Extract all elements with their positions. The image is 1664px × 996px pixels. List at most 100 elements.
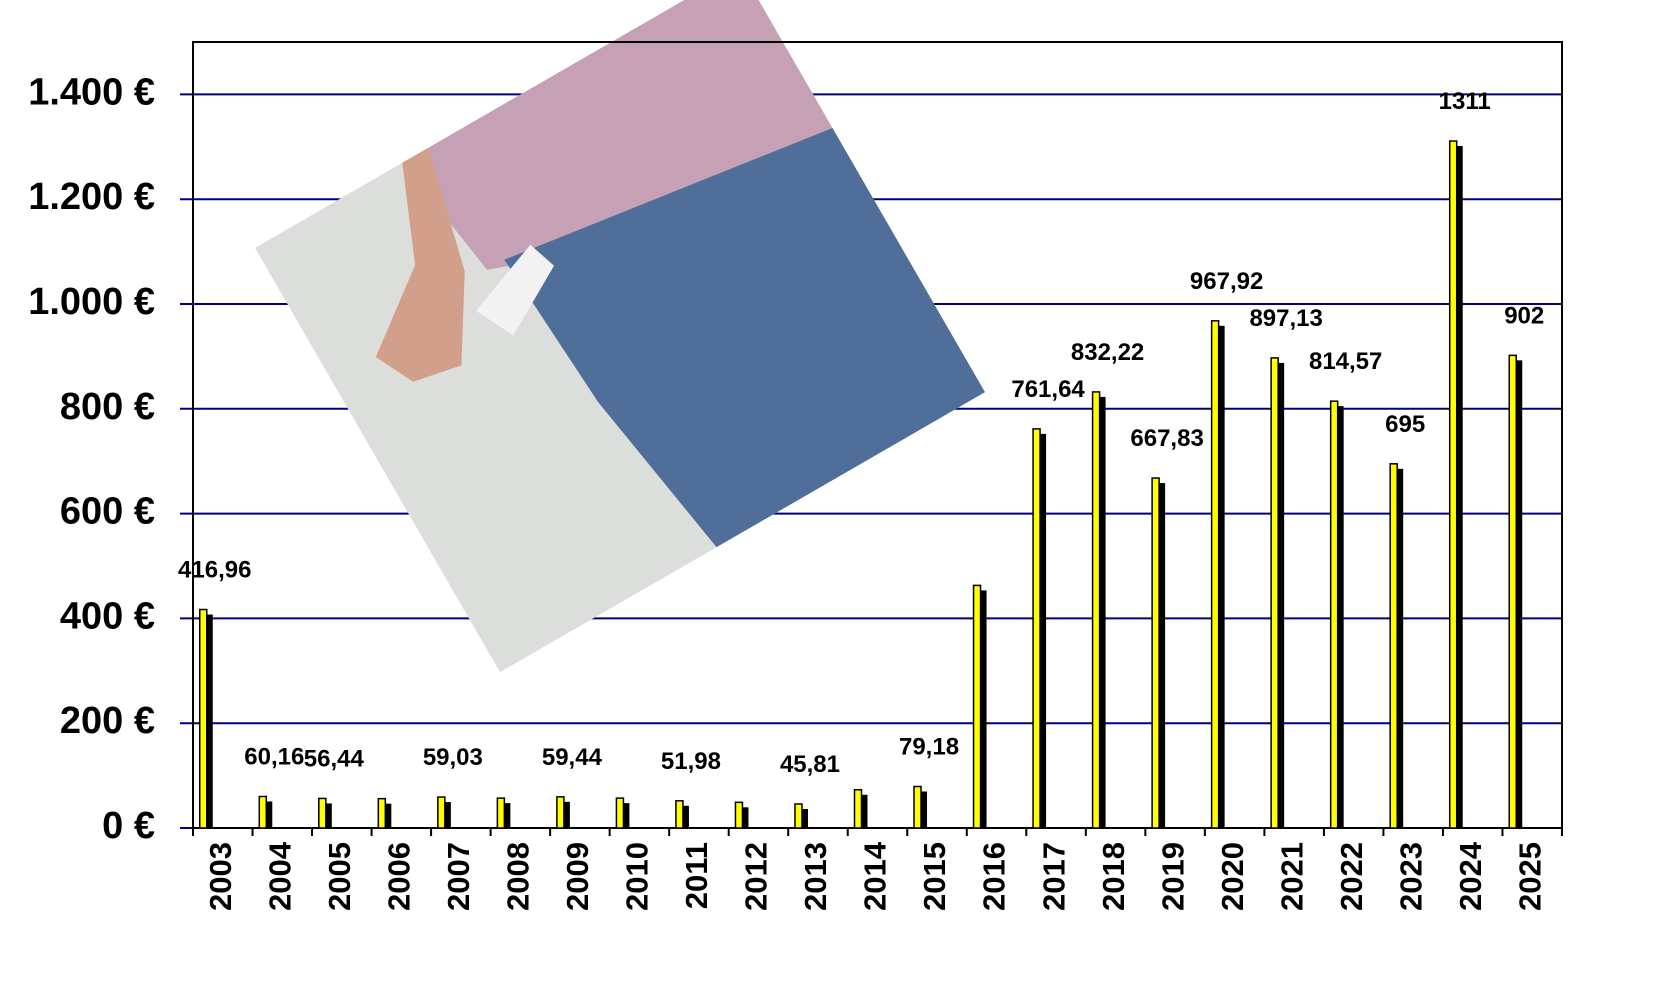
bar-shadow	[741, 807, 749, 828]
value-label: 761,64	[1011, 376, 1085, 403]
value-label: 897,13	[1249, 305, 1322, 332]
bar-shadow	[503, 803, 511, 828]
x-tick-label: 2023	[1393, 842, 1428, 911]
bar	[794, 803, 803, 829]
bar	[734, 801, 744, 829]
bar-shadow	[562, 801, 570, 828]
bar	[972, 584, 982, 829]
value-label: 1311	[1439, 88, 1491, 115]
bar	[615, 797, 625, 829]
bar	[675, 800, 684, 829]
bar-shadow	[860, 794, 868, 828]
x-tick-label: 2008	[501, 842, 536, 911]
y-tick-label: 400 €	[60, 595, 155, 637]
y-tick-label: 800 €	[60, 386, 155, 428]
bar-shadow	[1158, 483, 1166, 828]
y-tick-label: 1.400 €	[28, 71, 155, 113]
plot: 2003 416,96 2004 60,16 2005 56,44 2006 2007 59,0…	[178, 41, 1563, 911]
bar	[853, 788, 863, 829]
bar	[437, 796, 446, 829]
value-label: 814,57	[1309, 348, 1382, 375]
x-tick-label: 2013	[798, 842, 833, 911]
x-tick-label: 2018	[1096, 842, 1131, 911]
x-tick-label: 2014	[858, 841, 893, 911]
value-label: 667,83	[1130, 425, 1203, 452]
bar	[1508, 354, 1517, 829]
y-tick-label: 1.000 €	[28, 281, 155, 323]
bar-shadow	[1277, 362, 1285, 828]
photo-shirt	[402, 0, 833, 270]
bar	[1151, 477, 1160, 829]
bar-shadow	[1396, 468, 1404, 828]
x-tick-label: 2020	[1215, 842, 1250, 911]
bar	[496, 797, 506, 829]
value-label: 967,92	[1190, 268, 1263, 295]
bar	[1270, 357, 1279, 829]
x-tick-label: 2006	[382, 842, 417, 911]
bar	[913, 785, 922, 829]
bar-shadow	[1515, 360, 1523, 828]
bar	[1210, 320, 1220, 829]
y-tick-label: 600 €	[60, 491, 155, 533]
value-label: 45,81	[780, 751, 840, 778]
bar-shadow	[800, 808, 808, 828]
x-tick-label: 2010	[620, 842, 655, 911]
bar-shadow	[443, 802, 451, 828]
photo	[255, 0, 985, 673]
bar	[318, 797, 327, 829]
bar	[1389, 463, 1398, 829]
x-tick-label: 2021	[1274, 842, 1309, 911]
bar	[1091, 391, 1101, 829]
bar	[1032, 428, 1041, 829]
bar	[258, 795, 268, 829]
x-tick-label: 2019	[1155, 842, 1190, 911]
bar-shadow	[324, 803, 332, 828]
x-tick-label: 2024	[1453, 841, 1488, 911]
bar-shadow	[1039, 433, 1047, 828]
y-tick-label: 200 €	[60, 700, 155, 742]
x-tick-label: 2005	[322, 842, 357, 911]
bar	[199, 608, 208, 829]
bar-shadow	[1098, 396, 1106, 828]
value-label: 902	[1504, 302, 1544, 329]
bar-shadow	[979, 590, 987, 828]
x-tick-label: 2009	[560, 842, 595, 911]
value-label: 51,98	[661, 748, 721, 775]
x-tick-label: 2011	[679, 842, 714, 909]
bar-shadow	[1217, 325, 1225, 828]
bar	[1329, 400, 1339, 829]
bar-shadow	[920, 791, 928, 828]
x-tick-label: 2012	[739, 842, 774, 911]
x-tick-label: 2017	[1036, 842, 1071, 911]
bar-shadow	[622, 803, 630, 828]
y-tick-label: 0 €	[102, 805, 155, 847]
value-label: 60,16	[244, 743, 304, 770]
bar	[1448, 140, 1458, 829]
bar-shadow	[1336, 406, 1344, 828]
photo-pocket	[476, 244, 555, 336]
y-tick-label: 1.200 €	[28, 176, 155, 218]
bar	[377, 797, 387, 829]
bar-shadow	[681, 805, 689, 828]
x-tick-label: 2025	[1512, 842, 1547, 911]
x-tick-label: 2016	[977, 842, 1012, 911]
x-tick-label: 2022	[1334, 842, 1369, 911]
value-label: 832,22	[1071, 339, 1144, 366]
bar	[556, 796, 565, 829]
grid: 0 € 200 € 400 € 600 € 800 € 1.000 € 1.200 € 1.4…	[28, 71, 1562, 847]
x-tick-label: 2004	[262, 841, 297, 911]
value-label: 56,44	[304, 745, 365, 772]
bar-shadow	[384, 803, 392, 828]
photo-arm	[375, 147, 465, 382]
photo-jeans	[504, 128, 985, 548]
x-tick-label: 2003	[203, 842, 238, 911]
bar-shadow	[265, 801, 273, 828]
value-label: 59,03	[423, 744, 483, 771]
value-label: 59,44	[542, 744, 603, 771]
plot-border	[192, 41, 1563, 829]
x-tick-label: 2007	[441, 842, 476, 911]
x-tick-label: 2015	[917, 842, 952, 911]
value-label: 695	[1385, 411, 1425, 438]
bar-shadow	[205, 614, 213, 828]
